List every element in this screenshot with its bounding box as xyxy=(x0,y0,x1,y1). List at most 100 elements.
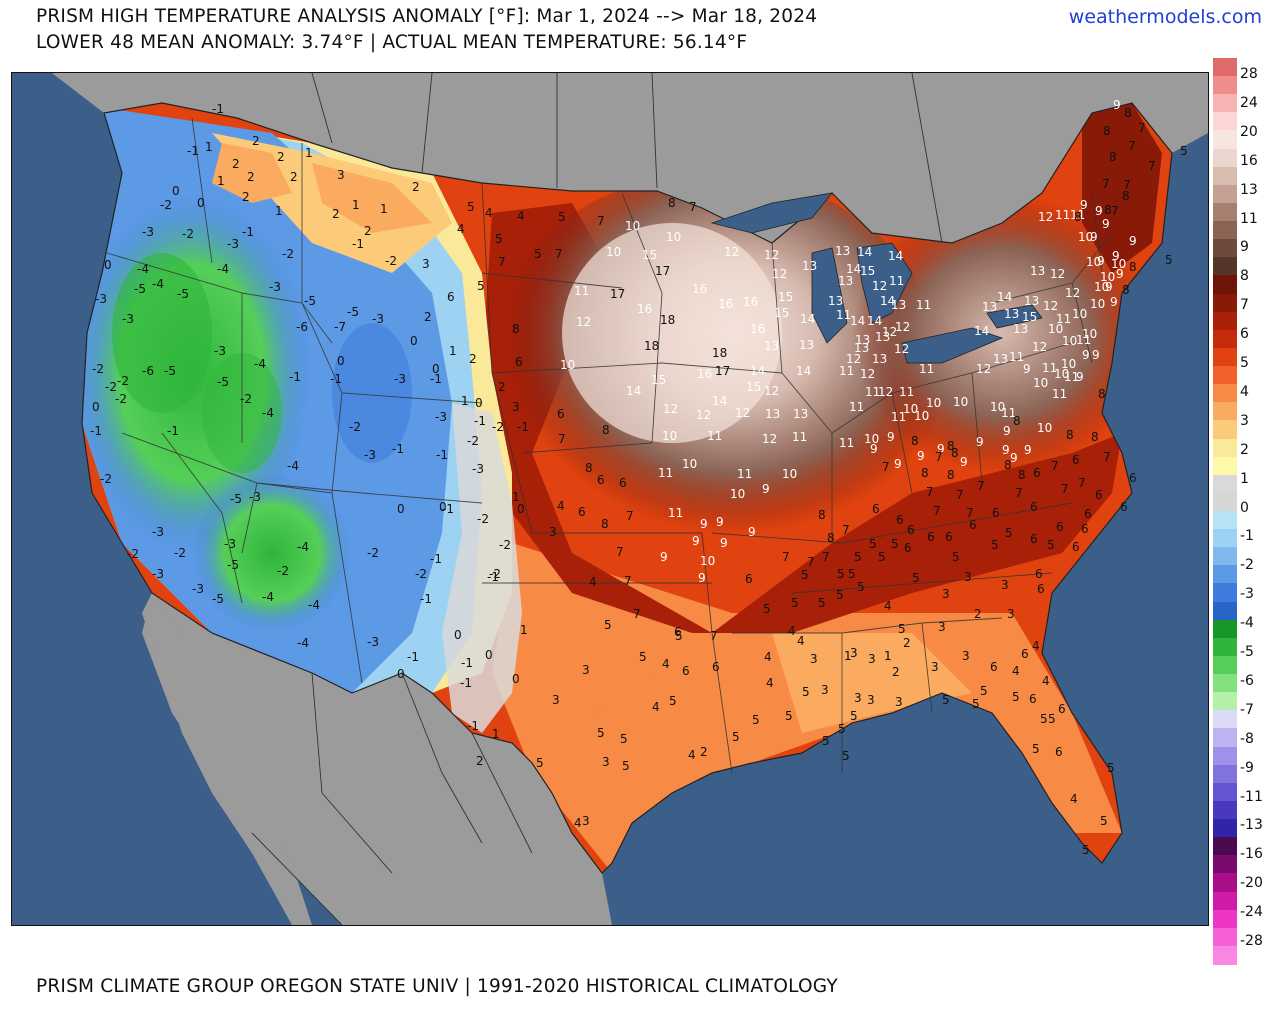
anomaly-label: -1 xyxy=(242,225,254,239)
legend-swatch xyxy=(1213,837,1237,856)
anomaly-label: 9 xyxy=(1092,348,1100,362)
anomaly-label: 5 xyxy=(801,568,809,582)
anomaly-label: 9 xyxy=(1076,370,1084,384)
anomaly-label: -5 xyxy=(227,558,239,572)
anomaly-label: 5 xyxy=(1165,253,1173,267)
anomaly-label: 14 xyxy=(712,394,727,408)
anomaly-label: 6 xyxy=(904,541,912,555)
anomaly-label: -5 xyxy=(347,305,359,319)
anomaly-label: 11 xyxy=(1055,208,1070,222)
anomaly-label: -1 xyxy=(212,102,224,116)
legend-tick-label: 11 xyxy=(1240,210,1258,227)
anomaly-label: -2 xyxy=(492,420,504,434)
anomaly-label: 5 xyxy=(597,726,605,740)
legend-swatch xyxy=(1213,202,1237,222)
anomaly-label: 6 xyxy=(745,572,753,586)
anomaly-label: 10 xyxy=(1054,367,1069,381)
anomaly-label: 18 xyxy=(660,313,675,327)
mexico-land xyxy=(142,593,612,925)
anomaly-label: 6 xyxy=(1129,471,1137,485)
anomaly-label: 9 xyxy=(660,550,668,564)
anomaly-label: -3 xyxy=(372,312,384,326)
anomaly-label: -1 xyxy=(487,570,499,584)
anomaly-label: -5 xyxy=(217,375,229,389)
anomaly-label: 4 xyxy=(485,206,493,220)
anomaly-label: 3 xyxy=(1001,578,1009,592)
anomaly-label: 13 xyxy=(835,244,850,258)
anomaly-label: 3 xyxy=(962,649,970,663)
anomaly-label: 10 xyxy=(1061,357,1076,371)
anomaly-label: 10 xyxy=(682,457,697,471)
legend-swatch xyxy=(1213,347,1237,367)
anomaly-label: 11 xyxy=(574,284,589,298)
anomaly-label: -2 xyxy=(499,538,511,552)
anomaly-label: 15 xyxy=(778,290,793,304)
anomaly-label: 4 xyxy=(766,676,774,690)
legend-swatch xyxy=(1213,239,1237,258)
anomaly-label: 10 xyxy=(1037,421,1052,435)
anomaly-label: 7 xyxy=(782,550,790,564)
anomaly-label: 6 xyxy=(1058,702,1066,716)
anomaly-label: 10 xyxy=(730,487,745,501)
anomaly-label: 5 xyxy=(837,567,845,581)
anomaly-label: -4 xyxy=(287,459,299,473)
anomaly-label: 5 xyxy=(1032,742,1040,756)
anomaly-label: 8 xyxy=(1124,106,1132,120)
legend-tick-label: 9 xyxy=(1240,239,1249,256)
anomaly-label: 2 xyxy=(700,745,708,759)
anomaly-label: 9 xyxy=(1003,424,1011,438)
anomaly-map: -1 1 -1 2 2 1 2 1 2 2 0 2 1 -2 0 3 1 2 2 1 2 -1 -2 3 4 5 4 5 7 5 6 2 -2-… xyxy=(11,72,1209,926)
anomaly-label: -1 xyxy=(430,372,442,386)
anomaly-label: 3 xyxy=(868,652,876,666)
anomaly-label: 12 xyxy=(696,408,711,422)
anomaly-label: 12 xyxy=(860,367,875,381)
anomaly-label: 5 xyxy=(878,550,886,564)
anomaly-label: 0 xyxy=(92,400,100,414)
anomaly-label: 5 xyxy=(477,279,485,293)
anomaly-label: 8 xyxy=(1129,260,1137,274)
anomaly-label: 5 xyxy=(1082,843,1090,857)
anomaly-label: 2 xyxy=(892,665,900,679)
anomaly-label: 17 xyxy=(715,364,730,378)
anomaly-label: 3 xyxy=(895,695,903,709)
anomaly-label: -3 xyxy=(224,537,236,551)
anomaly-label: 9 xyxy=(698,571,706,585)
legend-swatch xyxy=(1213,619,1237,639)
legend-tick-label: 5 xyxy=(1240,355,1249,371)
anomaly-label: 5 xyxy=(620,732,628,746)
legend-swatch xyxy=(1213,329,1237,349)
legend-swatch xyxy=(1213,166,1237,186)
brand-link[interactable]: weathermodels.com xyxy=(1068,6,1262,28)
anomaly-label: 10 xyxy=(1033,376,1048,390)
anomaly-label: 3 xyxy=(549,525,557,539)
anomaly-label: 15 xyxy=(651,373,666,387)
anomaly-label: -6 xyxy=(142,364,154,378)
anomaly-label: 1 xyxy=(884,649,892,663)
legend-tick-label: -28 xyxy=(1240,933,1263,949)
anomaly-label: 8 xyxy=(1004,458,1012,472)
anomaly-label: 5 xyxy=(802,685,810,699)
anomaly-label: 5 xyxy=(942,693,950,707)
anomaly-label: -3 xyxy=(152,567,164,581)
anomaly-label: 16 xyxy=(718,297,733,311)
anomaly-label: 8 xyxy=(947,468,955,482)
anomaly-label: 6 xyxy=(1081,522,1089,536)
legend-swatch xyxy=(1213,746,1237,766)
anomaly-label: 4 xyxy=(574,816,582,830)
anomaly-label: 9 xyxy=(1110,295,1118,309)
anomaly-label: 4 xyxy=(1032,639,1040,653)
legend-swatch xyxy=(1213,800,1237,820)
anomaly-label: 12 xyxy=(894,342,909,356)
anomaly-label: 9 xyxy=(894,457,902,471)
anomaly-label: 12 xyxy=(1043,299,1058,313)
anomaly-label: 6 xyxy=(907,523,915,537)
anomaly-label: 14 xyxy=(750,364,765,378)
legend-swatch xyxy=(1213,275,1237,295)
anomaly-label: 5 xyxy=(536,756,544,770)
anomaly-label: 10 xyxy=(666,230,681,244)
anomaly-label: 6 xyxy=(1029,692,1037,706)
anomaly-label: 6 xyxy=(557,407,565,421)
anomaly-label: 4 xyxy=(1012,664,1020,678)
anomaly-label: 10 xyxy=(1082,327,1097,341)
